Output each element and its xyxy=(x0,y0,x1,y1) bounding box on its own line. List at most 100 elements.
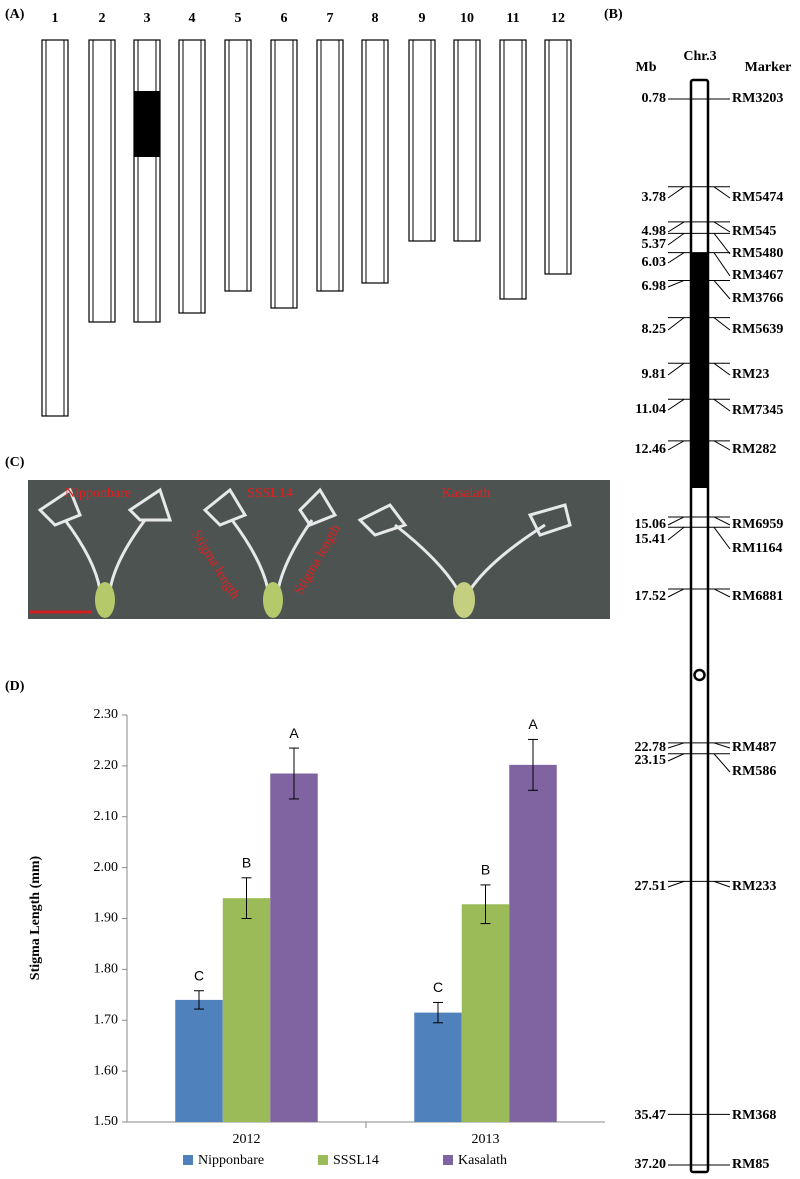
error-bar xyxy=(480,884,491,925)
line-name: Kasalath xyxy=(442,486,491,501)
significance-letter: B xyxy=(481,862,490,878)
leader-line xyxy=(667,526,685,541)
mb-label: 6.03 xyxy=(642,255,667,270)
ovary xyxy=(95,582,115,618)
y-axis-title: Stigma Length (mm) xyxy=(28,855,43,980)
leader-line xyxy=(713,362,731,376)
centromere xyxy=(693,668,706,682)
leader-line xyxy=(713,526,731,550)
leader-line xyxy=(667,742,685,749)
mb-label: 11.04 xyxy=(635,402,666,417)
chromosome-name: Chr.3 xyxy=(683,49,716,64)
marker-name: RM6881 xyxy=(732,589,783,604)
leader-line xyxy=(667,186,685,199)
bar xyxy=(414,1012,462,1122)
marker-name: RM586 xyxy=(732,764,776,779)
legend-label: Nipponbare xyxy=(198,1153,264,1168)
y-tick-label: 2.10 xyxy=(94,809,119,824)
leader-line xyxy=(713,440,731,451)
marker-name: RM3766 xyxy=(732,291,783,306)
column-header: Marker xyxy=(745,60,792,75)
legend-label: Kasalath xyxy=(458,1153,507,1168)
significance-letter: C xyxy=(433,979,443,995)
marker-name: RM23 xyxy=(732,367,769,382)
leader-line xyxy=(667,588,685,598)
chromosome-number: 7 xyxy=(327,11,334,26)
marker-name: RM233 xyxy=(732,879,776,894)
marker-name: RM282 xyxy=(732,442,776,457)
bar xyxy=(270,773,318,1122)
leader-line xyxy=(713,742,731,749)
marker-name: RM5474 xyxy=(732,190,783,205)
chromosome-number: 10 xyxy=(460,11,474,26)
column-header: Mb xyxy=(636,60,657,75)
chromosome-number: 8 xyxy=(372,11,379,26)
x-tick-label: 2012 xyxy=(233,1132,261,1147)
leader-line xyxy=(713,186,731,199)
marker-name: RM85 xyxy=(732,1157,769,1172)
chromosome-number: 9 xyxy=(419,11,426,26)
leader-line xyxy=(667,880,685,888)
leader-line xyxy=(713,753,731,773)
chromosome-number: 12 xyxy=(551,11,565,26)
bar xyxy=(509,764,557,1122)
leader-line xyxy=(713,233,731,255)
marker-name: RM1164 xyxy=(732,541,783,556)
marker-name: RM6959 xyxy=(732,517,783,532)
x-tick-label: 2013 xyxy=(472,1132,500,1147)
mb-label: 27.51 xyxy=(635,879,667,894)
mb-label: 9.81 xyxy=(642,367,667,382)
mb-label: 15.41 xyxy=(635,532,667,547)
legend-label: SSSL14 xyxy=(333,1153,379,1168)
stigmas xyxy=(37,487,572,591)
leader-line xyxy=(667,440,685,451)
leader-line xyxy=(667,252,685,264)
y-tick-label: 2.30 xyxy=(94,707,119,722)
error-bar xyxy=(289,747,299,800)
chromosome-number: 3 xyxy=(144,11,151,26)
leader-line xyxy=(667,398,685,411)
bar xyxy=(222,898,271,1122)
mb-label: 22.78 xyxy=(635,740,667,755)
marker-name: RM7345 xyxy=(732,403,783,418)
marker-name: RM545 xyxy=(732,224,776,239)
photo: Nipponbare SSSL14 Kasalath Stigma length… xyxy=(28,480,610,619)
error-bar xyxy=(194,990,204,1010)
mb-label: 17.52 xyxy=(635,589,667,604)
introgression-segment xyxy=(691,253,708,488)
marker-name: RM5480 xyxy=(732,246,783,261)
error-bar xyxy=(241,877,252,919)
mb-label: 35.47 xyxy=(635,1108,667,1123)
marker-name: RM3203 xyxy=(732,91,783,106)
chromosome-number: 11 xyxy=(506,11,519,26)
leader-line xyxy=(713,317,731,331)
leader-line xyxy=(667,221,685,233)
ovary xyxy=(453,582,475,618)
leader-line xyxy=(667,516,685,526)
significance-letter: A xyxy=(528,716,538,732)
leader-line xyxy=(713,880,731,888)
mb-label: 0.78 xyxy=(642,91,667,106)
mb-label: 23.15 xyxy=(635,753,667,768)
leader-line xyxy=(667,753,685,762)
marker-name: RM368 xyxy=(732,1108,776,1123)
significance-letter: C xyxy=(194,967,204,983)
y-tick-label: 1.80 xyxy=(94,962,119,977)
significance-letter: B xyxy=(242,855,251,871)
y-tick-label: 1.70 xyxy=(94,1012,119,1027)
leader-line xyxy=(667,362,685,376)
legend-swatch xyxy=(318,1155,328,1165)
legend-swatch xyxy=(183,1155,193,1165)
bar xyxy=(175,999,223,1122)
error-bar xyxy=(528,738,538,791)
panel-label: (A) xyxy=(5,7,25,22)
marker-name: RM5639 xyxy=(732,322,783,337)
mb-label: 12.46 xyxy=(635,442,667,457)
mb-label: 8.25 xyxy=(642,322,667,337)
panel-label: (B) xyxy=(604,7,623,22)
y-tick-label: 1.90 xyxy=(94,911,119,926)
leader-line xyxy=(713,252,731,277)
y-tick-label: 1.50 xyxy=(94,1114,119,1129)
